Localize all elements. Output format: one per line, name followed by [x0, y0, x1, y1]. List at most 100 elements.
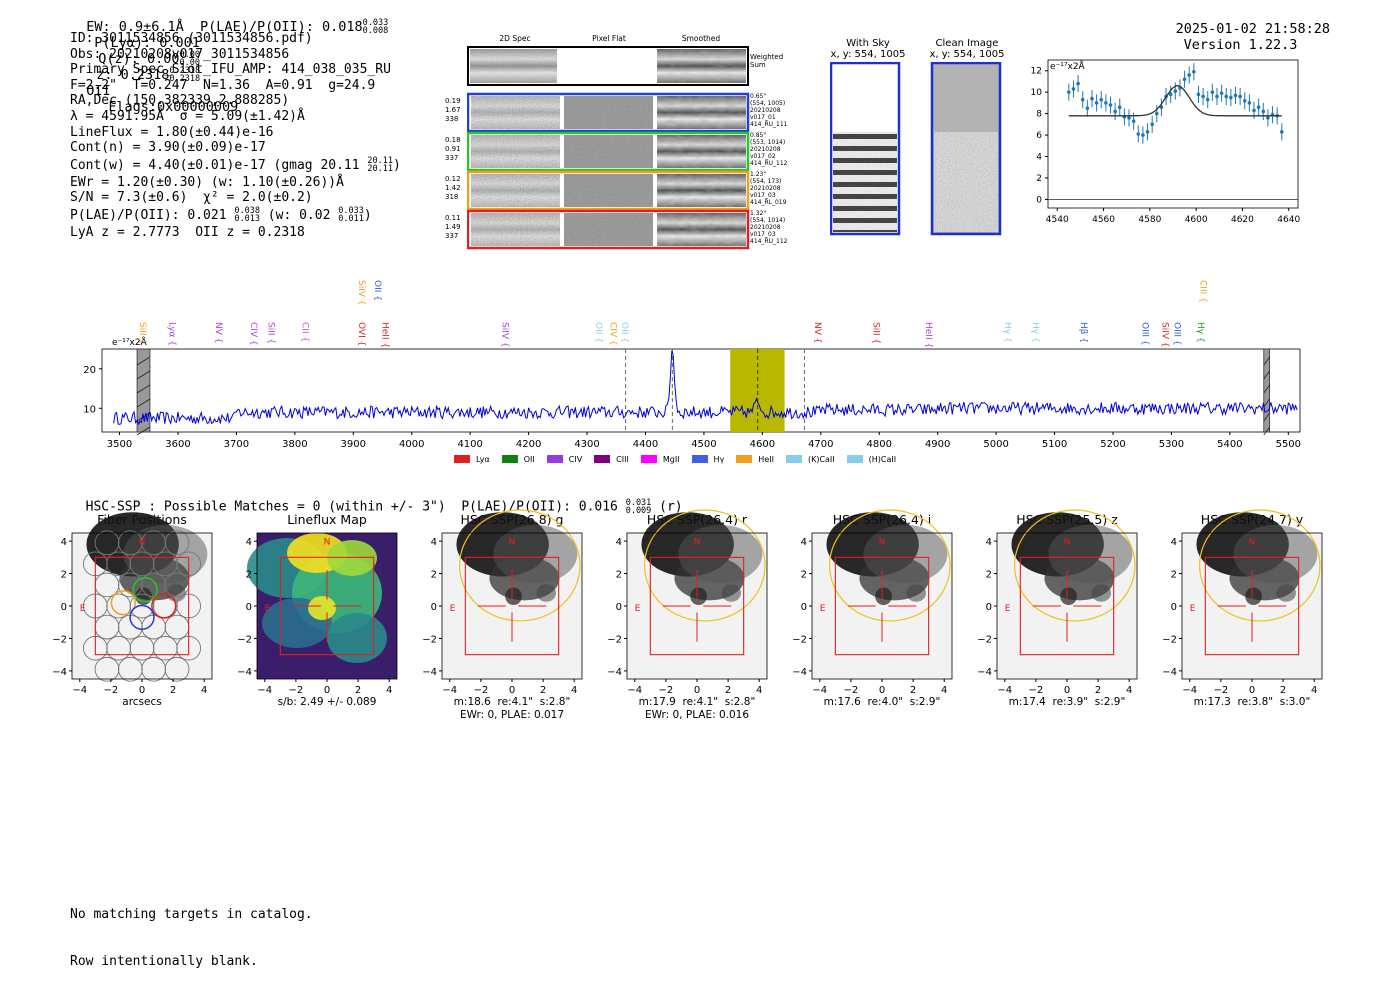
hsc-panel-footer-line: m:17.6 re:4.0" s:2.9"	[823, 696, 941, 708]
hsc-xtick-label: 0	[324, 685, 330, 696]
full-spectrum: 3500 3600 3700 3800 3900 4000 4100 4200 4300 4400…	[0, 270, 1400, 465]
hsc-panel-footer: m:17.3 re:3.8" s:3.0"	[1162, 696, 1342, 709]
legend-swatch	[785, 455, 802, 463]
hsc-ytick-label: −4	[422, 667, 437, 678]
cutout-pixelflat-noise	[564, 174, 653, 207]
hsc-xtick-label: 4	[1126, 685, 1132, 696]
header-z-upper: 0.2318	[169, 66, 201, 76]
spectrum-hatch-line	[1263, 356, 1270, 366]
header-timestamp: 2025-01-02 21:58:28 Version 1.22.3	[1159, 5, 1330, 53]
hsc-xtick-label: 0	[879, 685, 885, 696]
legend-label: Hγ	[713, 454, 725, 464]
legend-swatch	[640, 455, 657, 463]
spectrum-masked-band	[1263, 348, 1271, 433]
cutout-images	[467, 46, 750, 250]
hsc-xtick-label: 4	[1311, 685, 1317, 696]
zoom-data-point	[1154, 111, 1159, 116]
galaxy-outskirts	[863, 524, 948, 584]
info-plae-w-upper: 0.033	[338, 206, 364, 217]
fiber-circle	[94, 656, 120, 682]
fiber-circle	[129, 593, 155, 619]
hsc-panel-footer-line: arcsecs	[122, 696, 162, 708]
header-ew-plae: EW: 0.9±6.1Å P(LAE)/P(OII): 0.018	[86, 19, 363, 35]
cutout-pixelflat-noise	[564, 135, 653, 168]
info-contw-end: )	[393, 157, 401, 173]
hsc-header-lower: 0.009	[625, 506, 652, 516]
hsc-ytick-label: 4	[61, 537, 67, 548]
hsc-panel-footer-line: m:18.6 re:4.1" s:2.8"	[453, 696, 571, 708]
legend-swatch	[594, 455, 611, 463]
spectrum-line-label: CII {	[300, 322, 310, 342]
spectrum-xtick-label: 4700	[808, 439, 833, 450]
cutout-smoothed-texture	[657, 174, 746, 207]
fiber-circle	[106, 551, 132, 577]
weighted-sum-noise	[470, 49, 557, 83]
cutout-row-left-value: 0.11	[445, 214, 461, 222]
spectrum-line-label: SiIV {	[499, 322, 509, 348]
cutout-smoothed-texture	[657, 135, 746, 168]
search-box	[94, 556, 190, 656]
header-version: Version 1.22.3	[1183, 37, 1298, 53]
aperture-ellipse	[1013, 509, 1136, 622]
hsc-ytick-label: 4	[986, 537, 992, 548]
cutout-smoothed-texture	[657, 213, 746, 246]
zoom-data-point	[1261, 109, 1266, 114]
spectrum-xtick-label: 4200	[516, 439, 541, 450]
zoom-data-point	[1205, 97, 1210, 102]
fiber-circle	[117, 656, 143, 682]
north-marker: N	[694, 537, 701, 547]
target-source	[690, 587, 707, 606]
spectrum-line-label: NV {	[213, 322, 223, 343]
hsc-xtick-label: 2	[355, 685, 361, 696]
east-marker: E	[1190, 604, 1196, 614]
north-marker: N	[324, 537, 331, 547]
with-sky-coords: x, y: 554, 1005	[830, 49, 906, 60]
hsc-xtick-label: −2	[474, 685, 489, 696]
hsc-ytick-label: 0	[1171, 602, 1177, 613]
hsc-panel-layer: N E −4 −4 −2 −2 0 0 2 2 4 4	[52, 512, 213, 696]
hsc-panel-title: Lineflux Map	[287, 512, 367, 527]
zoom-xtick-label: 4640	[1277, 215, 1300, 225]
spectrum-line-label: OVI {	[356, 322, 366, 346]
header-z: z: 0.2318	[96, 67, 170, 83]
hsc-xtick-label: −4	[72, 685, 87, 696]
spectrum-ytick-label: 20	[83, 365, 96, 376]
zoom-data-point	[1229, 95, 1233, 100]
neighbor-source	[1091, 584, 1112, 602]
cutout-row-right-value: 20210208	[750, 107, 781, 114]
hsc-ytick-label: 4	[246, 537, 252, 548]
header-plae-lower: 0.008	[362, 26, 389, 36]
cutout-row-right-value: v017_01	[750, 114, 776, 121]
fiber-circle	[117, 572, 143, 598]
hsc-ytick-label: −2	[237, 634, 252, 645]
target-source	[505, 587, 522, 606]
neighbor-source	[1276, 584, 1297, 602]
aperture-ellipse	[458, 509, 581, 622]
spectrum-xtick-label: 4100	[457, 439, 482, 450]
hsc-panel-image: N E −4 −4 −2 −2 0 0 2 2 4 4	[977, 509, 1138, 696]
spectrum-hatch-line	[1263, 412, 1270, 422]
zoom-unit-label: e⁻¹⁷x2Å	[1050, 60, 1086, 72]
legend-swatch	[454, 455, 470, 463]
spectrum-hatch-line	[136, 370, 151, 380]
cutout-row-right-label: 0.85" (553, 1014) 20210208 v017_02 414_RU_11…	[750, 132, 787, 167]
spectrum-line-label: CIII {	[1198, 280, 1208, 303]
legend-swatch	[736, 455, 753, 463]
zoom-data-point	[1067, 90, 1071, 94]
spectrum-line-label: Hβ {	[1078, 322, 1088, 343]
spectrum-xtick-label: 3800	[282, 439, 307, 450]
legend-label: CIV	[568, 454, 583, 464]
hsc-ytick-label: 2	[246, 570, 252, 581]
hsc-ytick-label: 4	[801, 537, 807, 548]
info-plae-w: (w: 0.02	[267, 207, 331, 223]
spectrum-xtick-label: 4300	[574, 439, 599, 450]
legend-label: MgII	[662, 454, 680, 464]
hsc-xtick-label: 0	[139, 685, 145, 696]
hsc-panel-image: N E −4 −4 −2 −2 0 0 2 2 4 4	[607, 509, 768, 696]
cutout-row-right-value: 1.32"	[750, 210, 767, 217]
cutout-row-right-value: 0.65"	[750, 93, 767, 100]
highlighted-fiber	[129, 604, 155, 631]
hsc-xtick-label: −4	[1182, 685, 1197, 696]
hsc-header: HSC-SSP : Possible Matches = 0 (within +…	[70, 484, 683, 516]
fiber-circle	[141, 530, 167, 556]
